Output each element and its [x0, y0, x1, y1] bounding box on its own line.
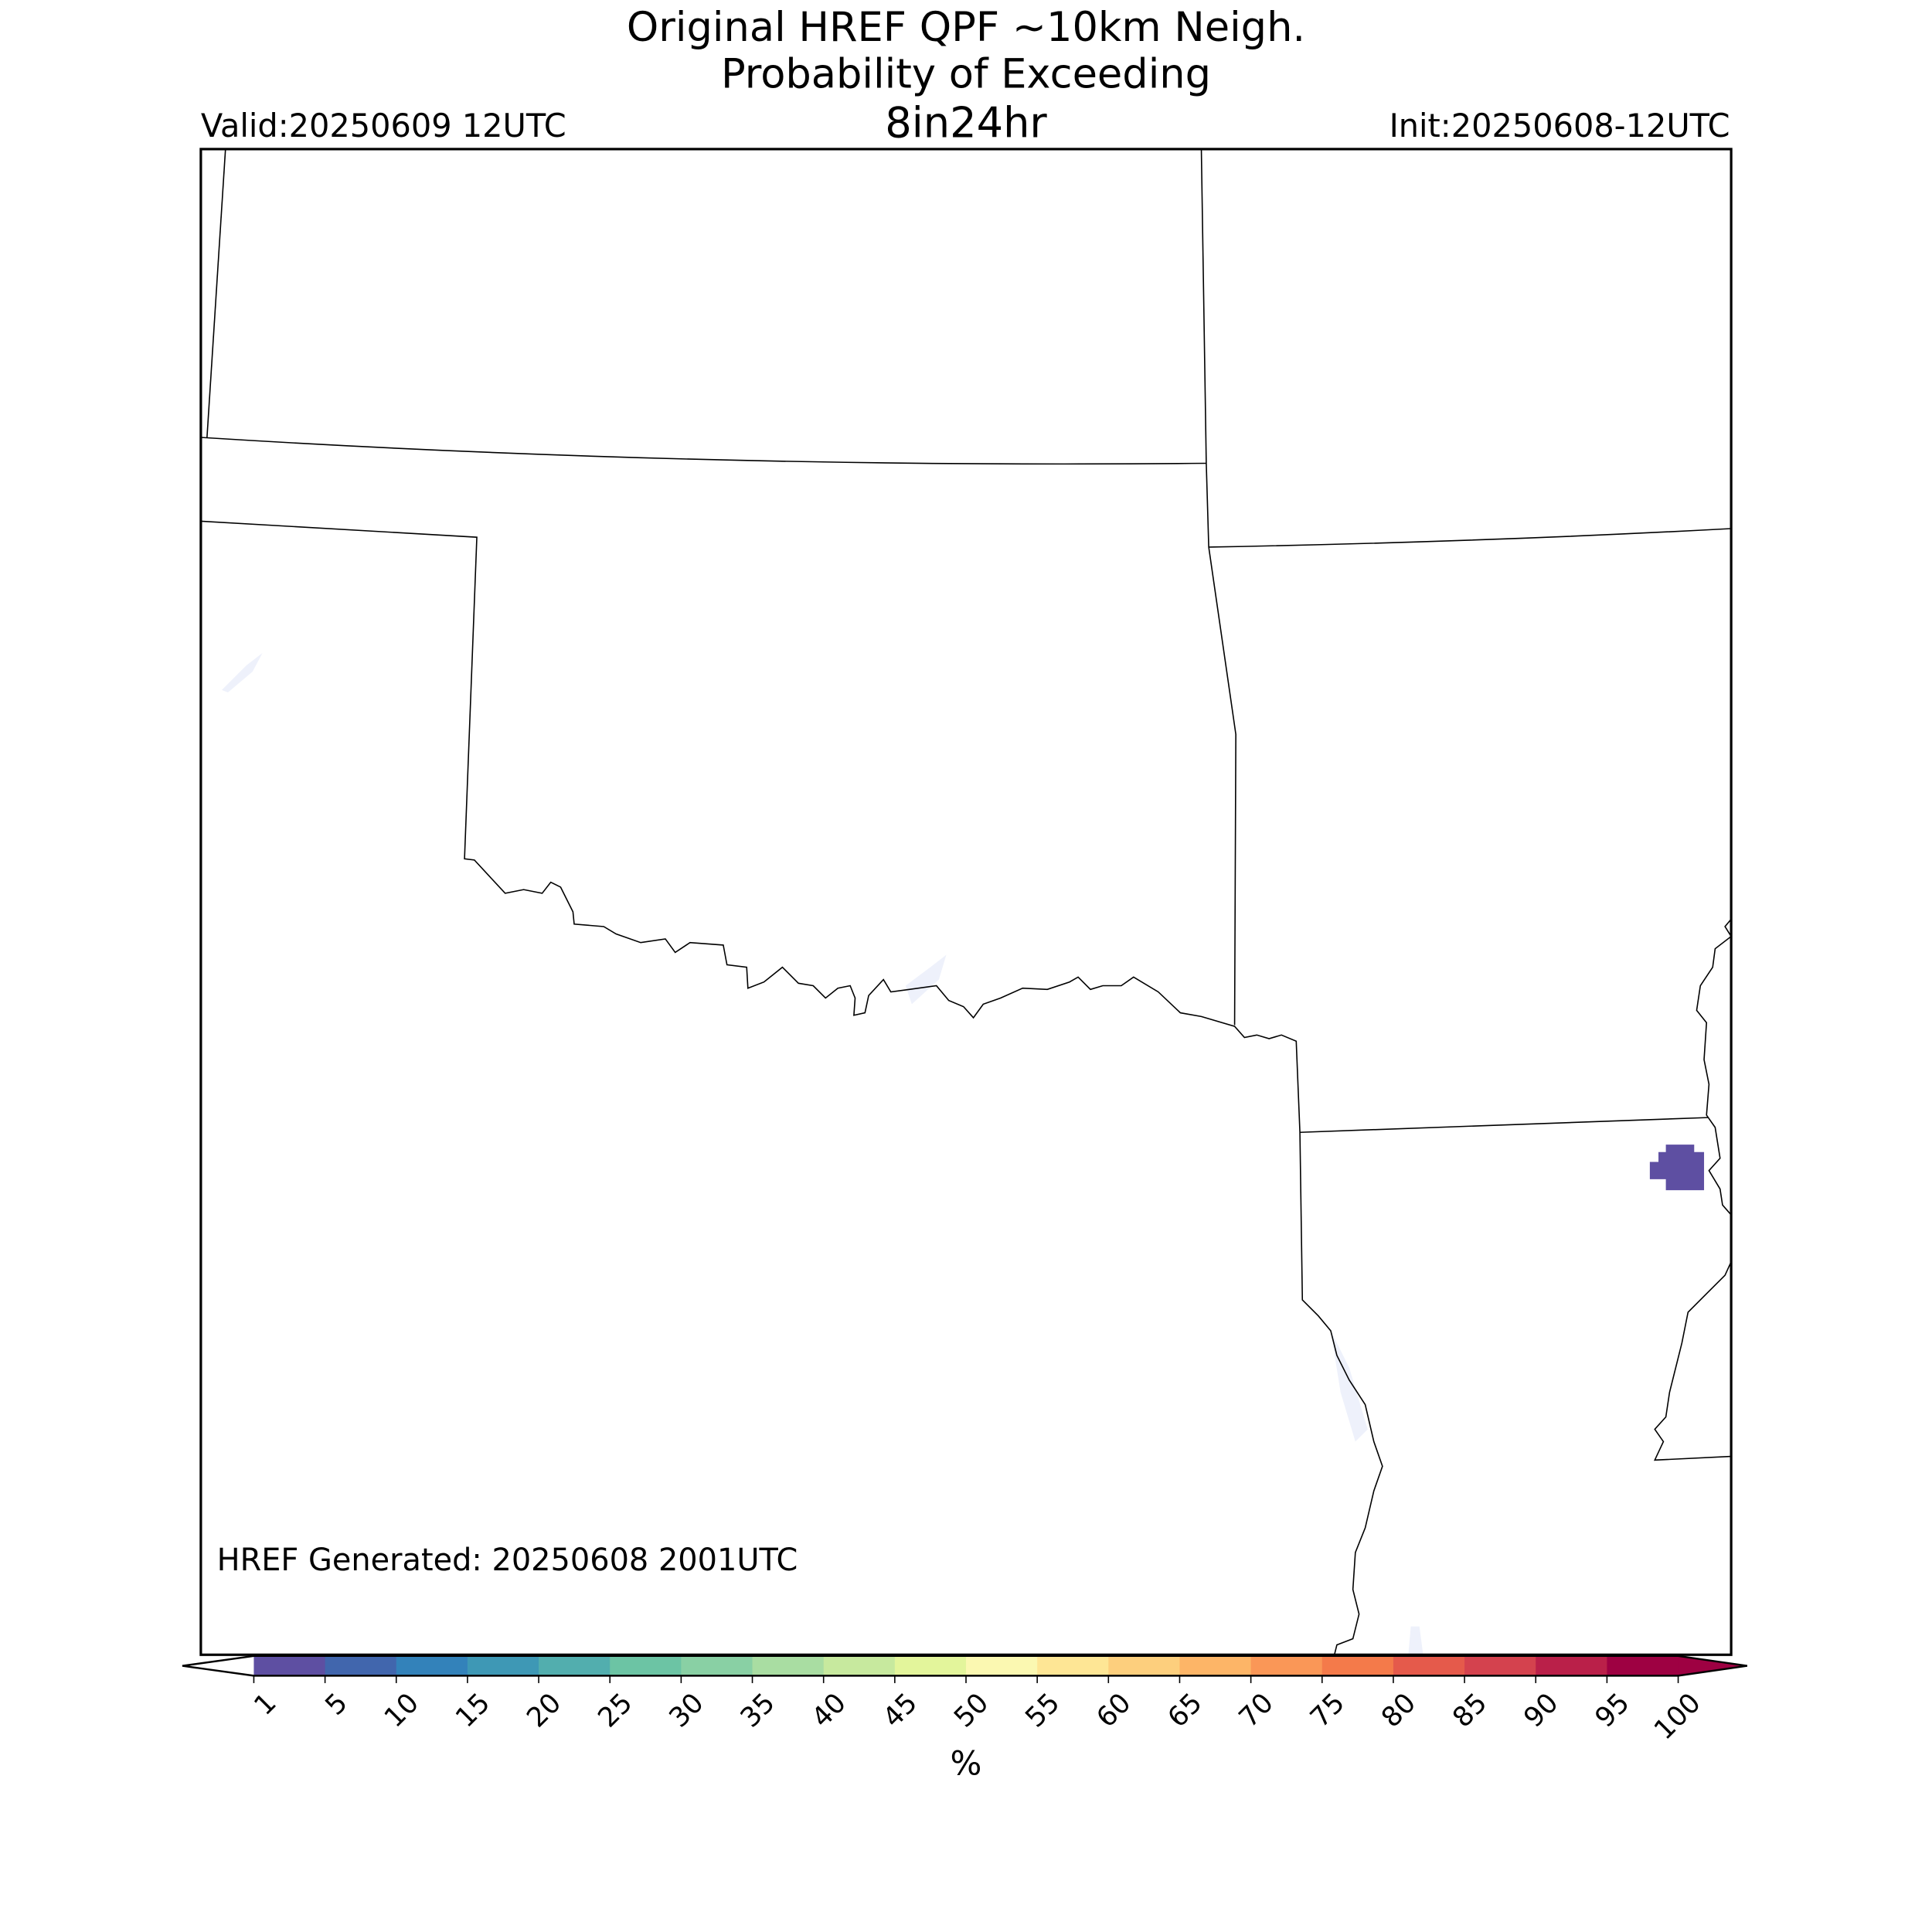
init-time: Init:20250608-12UTC: [1389, 107, 1730, 145]
colorbar-tick-label: 45: [877, 1687, 924, 1734]
probability-area: [1649, 1145, 1705, 1191]
state-border: [1653, 1261, 1732, 1461]
state-border: [1300, 1117, 1708, 1134]
colorbar-swatch: [396, 1655, 468, 1676]
colorbar-swatch: [966, 1655, 1038, 1676]
colorbar-tick-label: 55: [1019, 1687, 1066, 1734]
title-line: Probability of Exceeding: [721, 50, 1211, 97]
colorbar-swatch: [1393, 1655, 1465, 1676]
state-border: [200, 520, 1383, 1655]
map: HREF Generated: 20250608 2001UTC: [199, 148, 1733, 1656]
colorbar-swatch: [1179, 1655, 1252, 1676]
colorbar-tick-label: 60: [1090, 1687, 1138, 1734]
colorbar-tick-label: 1: [248, 1687, 283, 1722]
colorbar-swatch: [1607, 1655, 1679, 1676]
colorbar-swatch: [610, 1655, 682, 1676]
colorbar-tick-label: 5: [319, 1687, 354, 1722]
colorbar-tick-label: 90: [1518, 1687, 1565, 1734]
colorbar-tick-label: 50: [948, 1687, 995, 1734]
colorbar-tick-label: 10: [378, 1687, 425, 1734]
colorbar-tick-label: 65: [1162, 1687, 1209, 1734]
colorbar-tick-label: 15: [450, 1687, 497, 1734]
colorbar-swatch: [823, 1655, 896, 1676]
map-background: [200, 148, 1732, 1655]
state-border: [1696, 918, 1733, 1216]
colorbar-swatch: [1536, 1655, 1608, 1676]
colorbar-swatch: [539, 1655, 611, 1676]
colorbar-swatch: [325, 1655, 397, 1676]
colorbar-swatch: [681, 1655, 753, 1676]
lake: [221, 653, 263, 693]
colorbar-swatch: [752, 1655, 825, 1676]
threshold-label: 8in24hr: [885, 98, 1047, 147]
colorbar-tick-label: 85: [1447, 1687, 1494, 1734]
colorbar-tick-label: 95: [1589, 1687, 1636, 1734]
colorbar-swatch: [1321, 1655, 1394, 1676]
state-border: [206, 148, 226, 438]
map-frame: [199, 148, 1733, 1656]
colorbar-tick-label: 80: [1376, 1687, 1423, 1734]
colorbar-tick-label: 30: [663, 1687, 710, 1734]
colorbar-tick-label: 100: [1648, 1687, 1706, 1746]
lake: [1330, 1330, 1368, 1442]
colorbar-swatch: [1108, 1655, 1181, 1676]
colorbar-swatch: [1037, 1655, 1110, 1676]
lake: [1408, 1626, 1423, 1655]
title-line: Original HREF QPF ~10km Neigh.: [627, 4, 1305, 51]
colorbar-tick-label: 20: [521, 1687, 568, 1734]
colorbar-label: %: [951, 1744, 982, 1783]
colorbar-tick-label: 40: [805, 1687, 852, 1734]
colorbar-swatch: [1250, 1655, 1323, 1676]
colorbar-tick-label: 35: [734, 1687, 781, 1734]
state-border: [1209, 528, 1732, 548]
state-border: [200, 437, 1206, 465]
colorbar-tick-label: 25: [592, 1687, 639, 1734]
colorbar-swatch: [467, 1655, 539, 1676]
valid-time: Valid:20250609 12UTC: [201, 107, 566, 145]
colorbar-tick-label: 75: [1304, 1687, 1351, 1734]
colorbar: 1 5 10 15 20 25 30 35 40 45 50 55 60 65 70 75 80 85 90 95 10…: [182, 1655, 1748, 1783]
lake: [905, 954, 947, 1005]
colorbar-under: [182, 1655, 254, 1676]
generated-time: HREF Generated: 20250608 2001UTC: [217, 1543, 798, 1578]
colorbar-over: [1678, 1655, 1747, 1676]
colorbar-swatch: [253, 1655, 326, 1676]
colorbar-swatch: [894, 1655, 967, 1676]
colorbar-tick-label: 70: [1233, 1687, 1280, 1734]
colorbar-swatch: [1464, 1655, 1537, 1676]
